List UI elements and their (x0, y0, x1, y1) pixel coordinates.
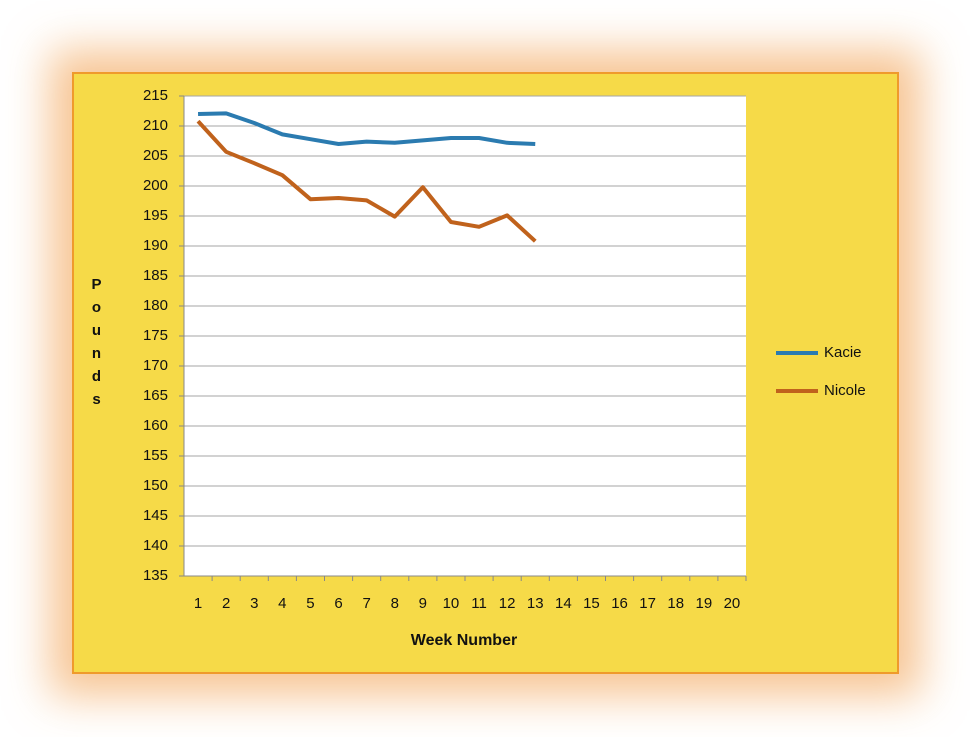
y-tick-label: 175 (143, 327, 168, 344)
x-tick-label: 3 (250, 595, 258, 612)
x-tick-label: 16 (611, 595, 628, 612)
y-tick-label: 210 (143, 117, 168, 134)
y-tick-label: 180 (143, 297, 168, 314)
legend-label: Kacie (824, 344, 862, 361)
legend-label: Nicole (824, 382, 866, 399)
y-tick-label: 190 (143, 237, 168, 254)
y-tick-label: 140 (143, 537, 168, 554)
y-tick-label: 170 (143, 357, 168, 374)
x-tick-label: 4 (278, 595, 286, 612)
y-tick-label: 150 (143, 477, 168, 494)
y-tick-label: 135 (143, 567, 168, 584)
x-tick-label: 20 (724, 595, 741, 612)
x-tick-label: 6 (334, 595, 342, 612)
y-tick-label: 155 (143, 447, 168, 464)
x-tick-label: 11 (471, 595, 487, 612)
x-tick-label: 12 (499, 595, 516, 612)
x-tick-label: 5 (306, 595, 314, 612)
x-tick-label: 14 (555, 595, 572, 612)
x-tick-label: 1 (194, 595, 202, 612)
line-series (196, 119, 537, 243)
y-tick-label: 205 (143, 147, 168, 164)
y-axis-label: Pounds (88, 276, 105, 414)
x-tick-label: 7 (362, 595, 370, 612)
x-tick-label: 13 (527, 595, 544, 612)
line-series (198, 111, 536, 146)
x-axis-label: Week Number (411, 632, 517, 649)
y-tick-label: 165 (143, 387, 168, 404)
y-tick-label: 215 (143, 87, 168, 104)
x-tick-label: 19 (696, 595, 713, 612)
x-tick-label: 18 (667, 595, 684, 612)
x-tick-label: 9 (419, 595, 427, 612)
y-tick-label: 195 (143, 207, 168, 224)
y-tick-label: 185 (143, 267, 168, 284)
x-tick-label: 17 (639, 595, 656, 612)
x-tick-label: 2 (222, 595, 230, 612)
x-tick-label: 10 (443, 595, 460, 612)
y-tick-label: 160 (143, 417, 168, 434)
y-tick-label: 200 (143, 177, 168, 194)
x-tick-label: 15 (583, 595, 600, 612)
y-tick-label: 145 (143, 507, 168, 524)
x-tick-label: 8 (391, 595, 399, 612)
